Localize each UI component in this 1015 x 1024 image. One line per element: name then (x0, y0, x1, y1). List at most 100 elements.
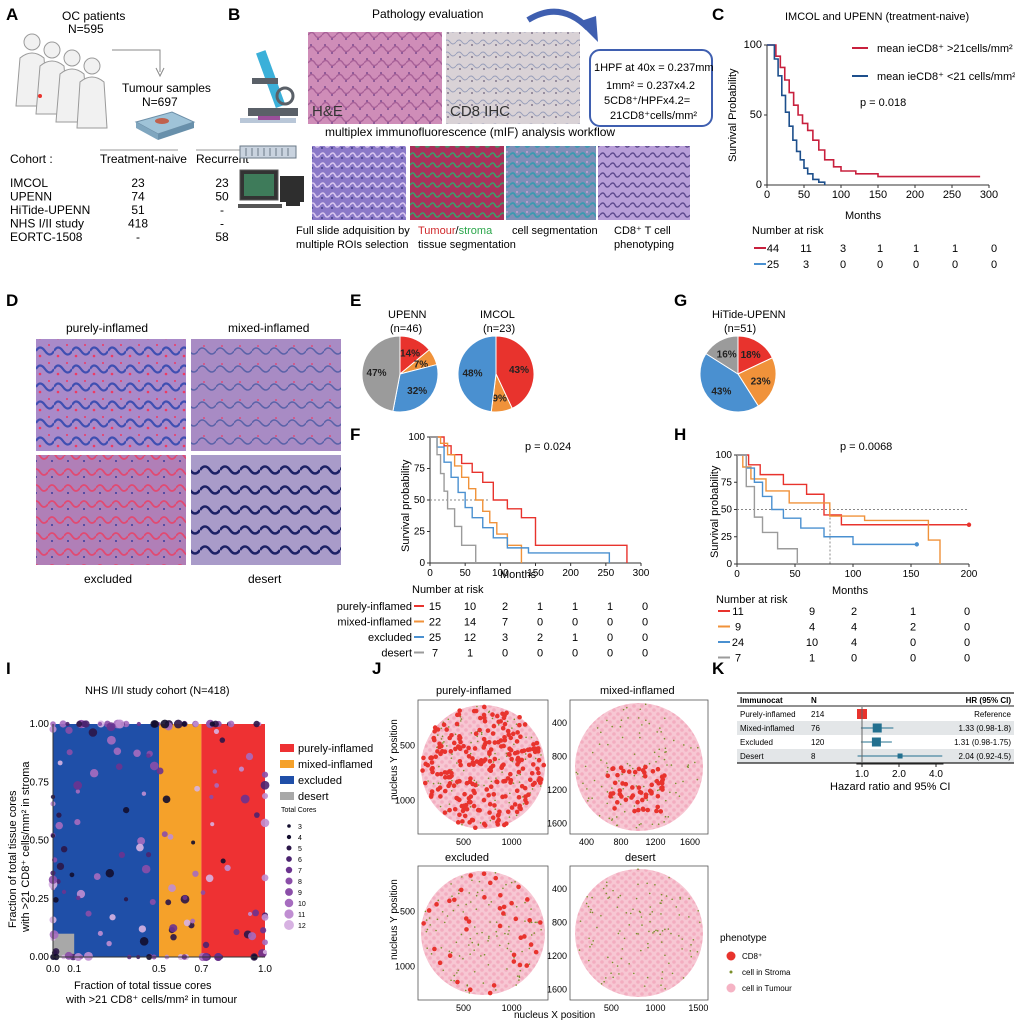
stroma-cell (648, 930, 650, 933)
risk-count: 0 (991, 259, 997, 271)
stroma-cell (425, 919, 428, 921)
cd8-cell (502, 721, 508, 727)
stroma-cell (461, 823, 463, 826)
stroma-cell (430, 953, 433, 955)
y-tick-label: 1000 (395, 796, 415, 806)
stroma-cell (439, 782, 442, 785)
panel-f: F p = 0.024 Survival probability Months … (337, 425, 650, 660)
cohort-naive-count: 418 (128, 217, 148, 231)
stroma-cell (591, 943, 593, 946)
legend-label: desert (298, 791, 329, 803)
risk-count: 3 (502, 632, 508, 644)
size-legend-dot (285, 866, 293, 874)
scatter-point (123, 806, 130, 814)
cd8-cell (449, 770, 454, 776)
stroma-cell (540, 928, 542, 931)
stroma-cell (469, 806, 472, 808)
cd8-cell (531, 742, 536, 747)
forest-plot: Immunocat N HR (95% CI) Purely-inflamed 214 R… (737, 692, 1014, 793)
stroma-cell (443, 921, 446, 924)
cd8-cell (517, 722, 522, 728)
cd8-cell (457, 758, 463, 764)
censor-marker (914, 542, 919, 547)
risk-count: 0 (572, 617, 578, 629)
scatter-point (149, 761, 159, 771)
row-hr: 2.04 (0.92-4.5) (959, 752, 1012, 761)
stroma-cell (623, 937, 626, 940)
cd8-cell (439, 743, 444, 749)
scatter-point (194, 785, 200, 792)
risk-count: 24 (732, 637, 744, 649)
legend-label: excluded (298, 775, 342, 787)
row-hr: 1.31 (0.98-1.75) (954, 738, 1011, 747)
stroma-cell (448, 950, 451, 953)
patients-title: OC patients (62, 9, 125, 23)
j-title-mixed: mixed-inflamed (600, 685, 675, 697)
stroma-cell (632, 908, 634, 911)
cd8-cell (507, 752, 512, 757)
x-tick-label: 400 (579, 837, 594, 847)
scatter-point (219, 737, 226, 743)
cd8-cell (515, 730, 520, 735)
panel-h-pvalue: p = 0.0068 (840, 441, 892, 453)
stroma-cell (480, 733, 483, 736)
phenotyping-image (598, 146, 690, 220)
cd8-ihc-label: CD8 IHC (450, 103, 510, 120)
stroma-cell (487, 940, 489, 942)
j-xlabel: nucleus X position (514, 1010, 595, 1021)
stroma-cell (622, 787, 625, 790)
cd8-cell (428, 755, 433, 761)
stroma-cell (605, 762, 608, 764)
cd8-cell (457, 778, 462, 784)
stroma-cell (460, 718, 463, 720)
stroma-cell (607, 766, 609, 769)
stroma-cell (440, 946, 443, 949)
stroma-cell (603, 980, 605, 983)
stroma-cell (505, 883, 507, 886)
pie-slice (737, 357, 777, 407)
stroma-cell (679, 896, 681, 899)
cd8-cell (508, 747, 514, 753)
stroma-cell (458, 892, 460, 895)
stroma-cell (678, 935, 680, 937)
scatter-point (238, 766, 245, 772)
stroma-cell (461, 876, 463, 878)
stroma-cell (530, 736, 533, 739)
stroma-cell (480, 731, 483, 734)
cd8-cell (492, 756, 498, 762)
risk-count: 0 (537, 648, 543, 660)
stroma-cell (424, 910, 427, 913)
stroma-cell (698, 921, 701, 924)
stroma-cell (643, 985, 646, 987)
cd8-cell (510, 731, 516, 737)
size-legend-dot (286, 845, 292, 851)
desert-image (191, 455, 341, 565)
stroma-cell (426, 947, 429, 950)
scatter-point (169, 924, 178, 933)
scatter-point (227, 720, 235, 728)
cd8-cell (541, 762, 547, 768)
cd8-cell (462, 813, 468, 819)
legend-swatch (280, 760, 294, 768)
pathology-title: Pathology evaluation (372, 7, 483, 21)
stroma-cell (606, 791, 609, 793)
cd8-cell (522, 934, 527, 939)
cd8-cell (455, 796, 461, 802)
scatter-point (220, 858, 226, 864)
cd8-cell (472, 746, 478, 751)
stroma-cell (661, 971, 664, 973)
stroma-cell (656, 731, 658, 733)
cd8-cell (530, 762, 536, 767)
stroma-cell (462, 769, 465, 772)
stroma-cell (627, 795, 629, 798)
stroma-cell (611, 961, 614, 964)
panel-c-risk-table: 44 11 3 1 1 1 025 3 0 0 0 0 0 (767, 243, 997, 271)
cd8-cell (470, 817, 476, 823)
cd8-cell (504, 710, 509, 716)
cd8-cell (444, 770, 450, 775)
stroma-cell (587, 800, 589, 802)
scatter-point (97, 930, 103, 936)
stroma-cell (682, 744, 685, 746)
scatter-point (56, 862, 65, 871)
cd8-cell (656, 780, 661, 786)
